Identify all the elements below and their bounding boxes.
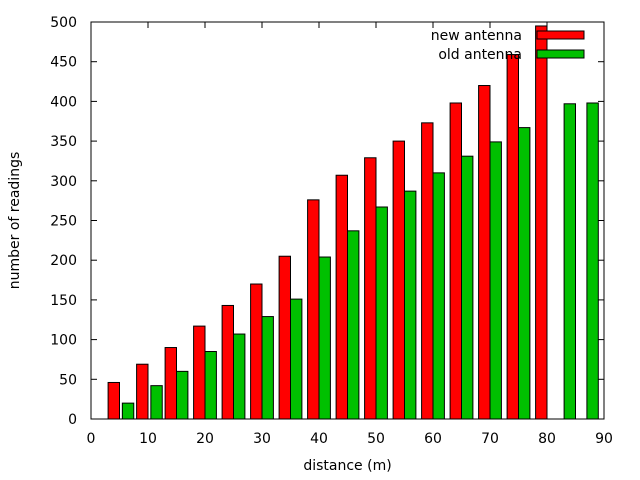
x-tick-label: 80 bbox=[538, 431, 556, 447]
bar-new-antenna bbox=[250, 283, 263, 420]
bar-old-antenna bbox=[204, 351, 217, 420]
y-tick-label: 500 bbox=[50, 15, 77, 31]
bar-old-antenna bbox=[318, 256, 331, 420]
x-tick-label: 30 bbox=[253, 431, 271, 447]
bar-old-antenna bbox=[432, 172, 445, 420]
bar-new-antenna bbox=[164, 347, 178, 420]
bar-new-antenna bbox=[421, 122, 434, 420]
y-tick-label: 400 bbox=[50, 94, 77, 110]
x-tick-label: 60 bbox=[424, 431, 442, 447]
bar-old-antenna bbox=[150, 385, 163, 420]
y-tick-label: 450 bbox=[50, 55, 77, 71]
x-tick-label: 20 bbox=[196, 431, 214, 447]
bar-old-antenna bbox=[290, 298, 303, 420]
y-tick-label: 300 bbox=[50, 174, 77, 190]
bar-new-antenna bbox=[221, 304, 235, 420]
bar-new-antenna bbox=[478, 85, 491, 420]
bar-new-antenna bbox=[392, 140, 406, 420]
bar-new-antenna bbox=[535, 25, 548, 420]
legend-swatch-new-antenna bbox=[536, 30, 585, 40]
legend: new antenna old antenna bbox=[431, 28, 585, 63]
bar-new-antenna bbox=[335, 174, 349, 420]
legend-label-new-antenna: new antenna bbox=[431, 28, 522, 44]
y-tick-label: 100 bbox=[50, 333, 77, 349]
bar-old-antenna bbox=[233, 333, 246, 420]
bar-old-antenna bbox=[461, 155, 474, 420]
bar-new-antenna bbox=[193, 325, 206, 420]
bar-new-antenna bbox=[506, 54, 520, 420]
legend-label-old-antenna: old antenna bbox=[438, 47, 522, 63]
x-axis-label: distance (m) bbox=[303, 458, 391, 474]
bar-new-antenna bbox=[364, 157, 377, 420]
bar-old-antenna bbox=[404, 190, 417, 420]
bar-old-antenna bbox=[261, 316, 274, 420]
x-tick-label: 0 bbox=[87, 431, 96, 447]
x-tick-label: 50 bbox=[367, 431, 385, 447]
x-tick-label: 40 bbox=[310, 431, 328, 447]
y-tick-label: 250 bbox=[50, 214, 77, 230]
bar-old-antenna bbox=[121, 402, 135, 420]
y-tick-label: 350 bbox=[50, 134, 77, 150]
x-tick-label: 90 bbox=[595, 431, 613, 447]
y-tick-label: 50 bbox=[59, 372, 77, 388]
bar-old-antenna bbox=[563, 103, 576, 420]
y-tick-label: 200 bbox=[50, 253, 77, 269]
bar-new-antenna bbox=[136, 363, 149, 420]
legend-swatch-old-antenna bbox=[536, 49, 585, 59]
bar-old-antenna bbox=[586, 102, 599, 420]
bar-old-antenna bbox=[347, 230, 360, 420]
bar-old-antenna bbox=[375, 206, 388, 420]
bar-new-antenna bbox=[449, 102, 463, 420]
bar-new-antenna bbox=[307, 199, 320, 420]
x-tick-label: 70 bbox=[481, 431, 499, 447]
bar-old-antenna bbox=[518, 127, 531, 420]
x-tick-label: 10 bbox=[139, 431, 157, 447]
bar-new-antenna bbox=[278, 255, 292, 420]
bar-new-antenna bbox=[107, 381, 120, 420]
y-tick-label: 150 bbox=[50, 293, 77, 309]
y-axis: 0 50 100 150 200 250 300 350 400 450 500 bbox=[50, 15, 604, 428]
y-tick-label: 0 bbox=[68, 412, 77, 428]
bar-old-antenna bbox=[489, 141, 502, 420]
y-axis-label: number of readings bbox=[7, 152, 23, 290]
x-axis: 0 10 20 30 40 50 60 70 80 90 bbox=[87, 22, 613, 447]
bar-old-antenna bbox=[176, 370, 189, 420]
bars-layer bbox=[107, 25, 599, 420]
